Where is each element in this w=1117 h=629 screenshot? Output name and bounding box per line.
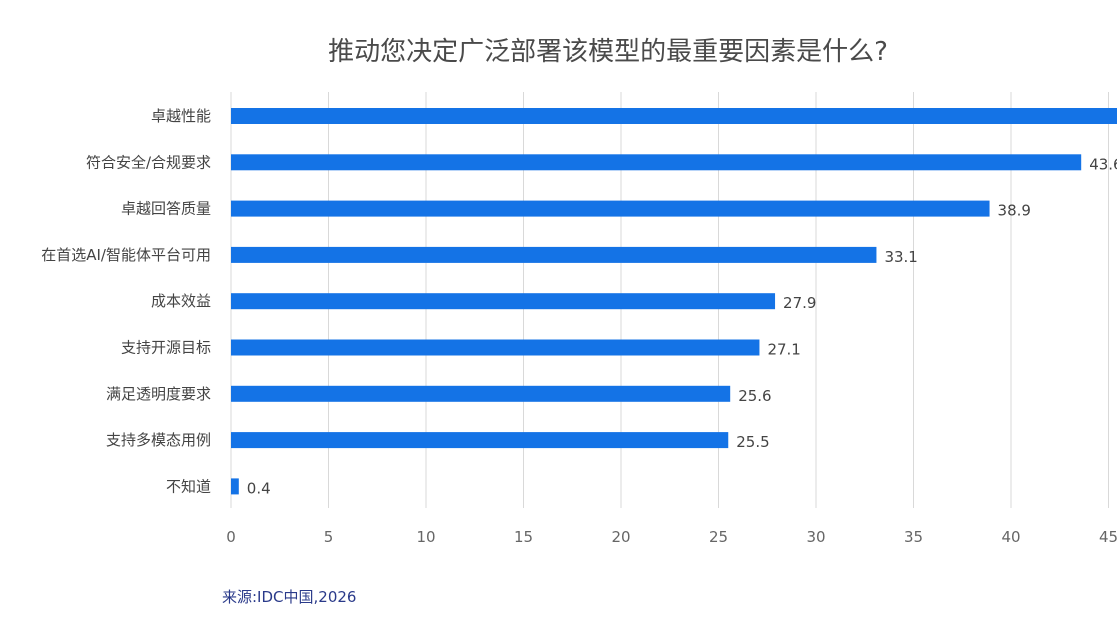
- value-label: 0.4: [247, 479, 271, 497]
- category-label: 卓越性能: [151, 107, 211, 125]
- bars: [231, 108, 1117, 495]
- bar: [231, 154, 1082, 171]
- value-label: 38.9: [998, 202, 1031, 220]
- x-tick-label: 15: [514, 528, 533, 546]
- category-label: 卓越回答质量: [121, 200, 211, 218]
- category-label: 不知道: [166, 477, 211, 495]
- source-note: 来源:IDC中国,2026: [222, 588, 356, 606]
- category-label: 支持开源目标: [121, 339, 211, 357]
- value-label: 25.6: [738, 387, 771, 405]
- bar: [231, 478, 239, 495]
- category-label: 在首选AI/智能体平台可用: [41, 246, 211, 264]
- x-tick-label: 0: [226, 528, 236, 546]
- category-label: 满足透明度要求: [106, 385, 211, 403]
- category-labels: 卓越性能符合安全/合规要求卓越回答质量在首选AI/智能体平台可用成本效益支持开源…: [41, 107, 211, 495]
- bar: [231, 200, 990, 217]
- value-label: 33.1: [884, 248, 917, 266]
- category-label: 符合安全/合规要求: [86, 153, 211, 171]
- value-label: 43.6: [1089, 155, 1117, 173]
- value-label: 27.1: [767, 341, 800, 359]
- x-axis-ticks: 0 5 10 15 20 25 30 35 40 45: [226, 528, 1117, 546]
- x-tick-label: 45: [1099, 528, 1117, 546]
- value-labels: 43.6 38.9 33.1 27.9 27.1 25.6 25.5 0.4: [247, 155, 1117, 497]
- x-tick-label: 5: [324, 528, 334, 546]
- value-label: 27.9: [783, 294, 816, 312]
- value-label: 25.5: [736, 433, 769, 451]
- x-tick-label: 35: [904, 528, 923, 546]
- category-label: 成本效益: [151, 292, 211, 310]
- bar: [231, 432, 729, 449]
- x-tick-label: 20: [611, 528, 630, 546]
- bar: [231, 339, 760, 356]
- bar: [231, 293, 776, 310]
- bar: [231, 246, 877, 263]
- category-label: 支持多模态用例: [106, 431, 211, 449]
- x-tick-label: 40: [1001, 528, 1020, 546]
- bar: [231, 385, 731, 402]
- x-tick-label: 30: [806, 528, 825, 546]
- bar: [231, 108, 1117, 124]
- chart-title: 推动您决定广泛部署该模型的最重要因素是什么?: [328, 37, 888, 67]
- x-tick-label: 25: [709, 528, 728, 546]
- x-tick-label: 10: [416, 528, 435, 546]
